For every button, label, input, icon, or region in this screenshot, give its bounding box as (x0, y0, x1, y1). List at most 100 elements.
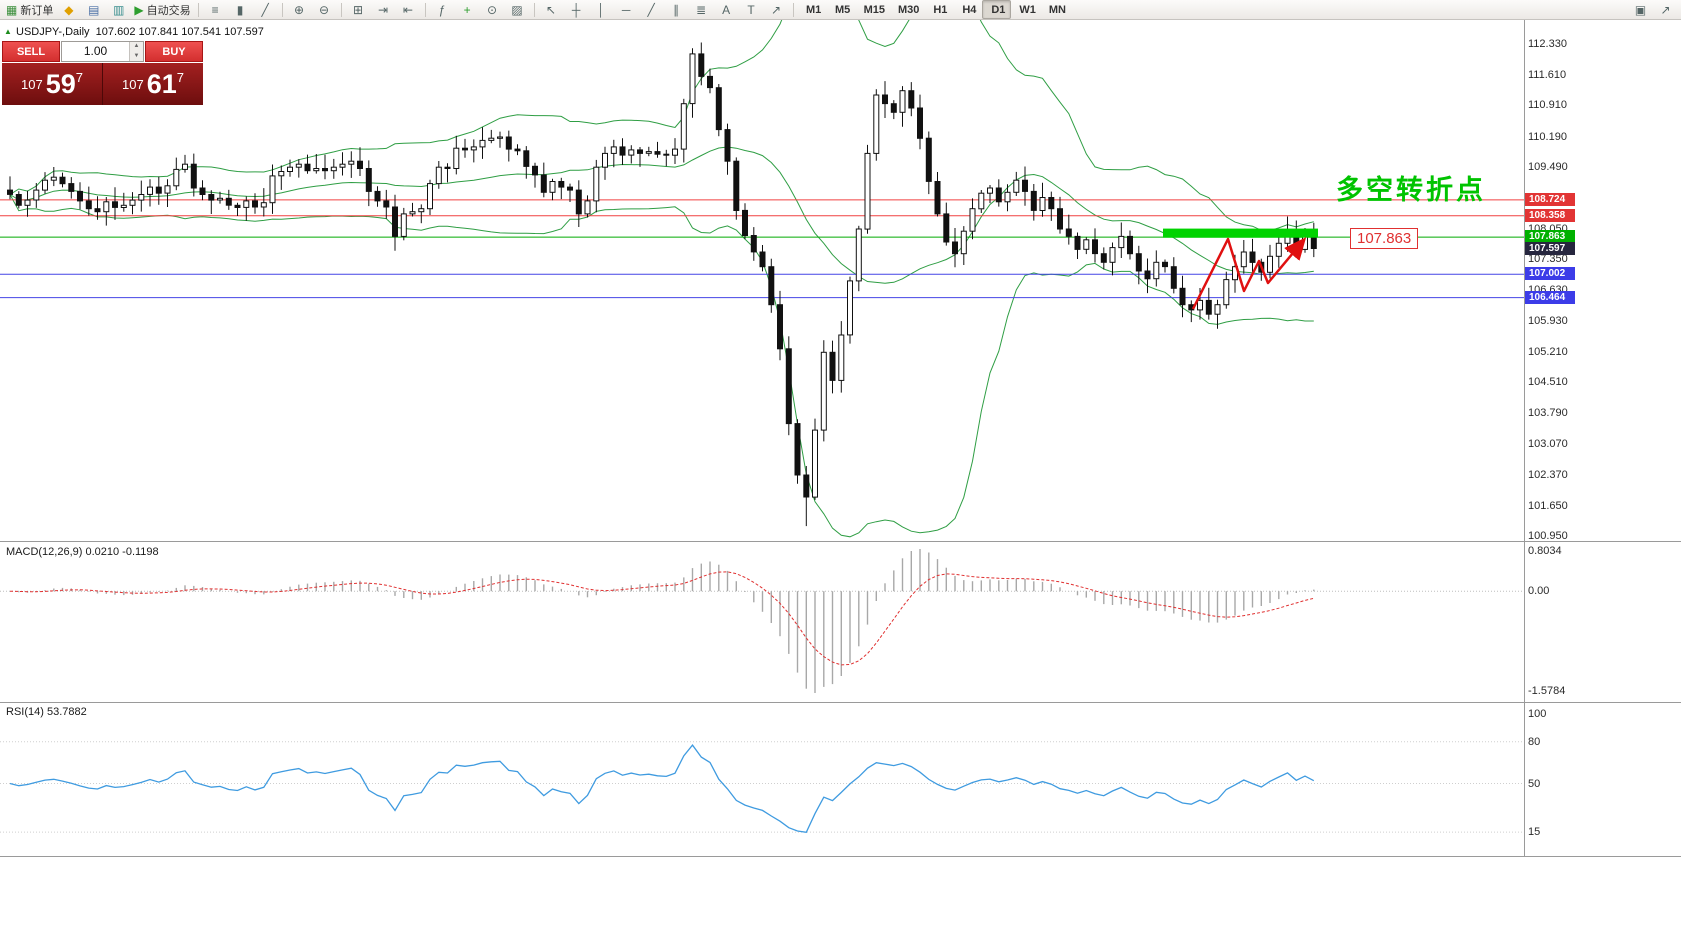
crosshair-icon: ┼ (571, 2, 581, 17)
timeframe-h4[interactable]: H4 (953, 0, 982, 19)
market-watch-icon: ▥ (113, 2, 125, 17)
volume-down-icon[interactable]: ▼ (130, 51, 143, 61)
chart-shift-icon[interactable]: ⇤ (396, 0, 421, 19)
arrows-icon: ↗ (771, 2, 782, 17)
autotrading-button: ▶ (134, 2, 144, 17)
toolbar-separator (424, 2, 426, 17)
fibonacci-icon[interactable]: ≣ (689, 0, 714, 19)
popup-chart-icon: ↗ (1660, 2, 1671, 17)
timeframe-h1[interactable]: H1 (924, 0, 953, 19)
auto-scroll-icon[interactable]: ⇥ (371, 0, 396, 19)
text-icon[interactable]: A (714, 0, 739, 19)
chart-ohlc-header: USDJPY-,Daily 107.602 107.841 107.541 10… (16, 26, 264, 38)
zoom-in-icon[interactable]: ⊕ (287, 0, 312, 19)
zoom-out-icon[interactable]: ⊖ (312, 0, 337, 19)
volume-spinner[interactable]: ▲ ▼ (129, 42, 143, 61)
toolbar-separator (340, 2, 342, 17)
toolbar: ▦ 新订单 ◆ ▤ ▥ ▶ 自动交易 ≡ ▮ ╱ ⊕ ⊖ ⊞ ⇥ ⇤ ƒ + ⊙ ▨ ↖ ┼ │ ─ ╱ ∥ ≣ A T ↗ M1 M5 M1… (0, 0, 1681, 20)
timeframe-m30-label: M30 (897, 3, 920, 16)
window-icon[interactable]: ▣ (1628, 0, 1653, 19)
trendline-icon[interactable]: ╱ (639, 0, 664, 19)
arrows-icon[interactable]: ↗ (764, 0, 789, 19)
timeframe-m15-label: M15 (863, 3, 885, 16)
annotation-text: 多空转折点 (1336, 175, 1486, 205)
print-icon: ▤ (88, 2, 100, 17)
volume-up-icon[interactable]: ▲ (130, 42, 143, 52)
text-icon: A (722, 2, 731, 17)
buy-price-prefix: 107 (122, 76, 144, 92)
buy-button[interactable]: BUY (145, 41, 203, 62)
toolbar-separator (792, 2, 794, 17)
crosshair-icon[interactable]: ┼ (564, 0, 589, 19)
text-label-icon: T (747, 2, 755, 17)
text-label-icon[interactable]: T (739, 0, 764, 19)
volume-value[interactable]: 1.00 (83, 44, 108, 58)
add-indicator-icon[interactable]: + (455, 0, 480, 19)
auto-scroll-icon: ⇥ (378, 2, 389, 17)
line-chart-icon: ╱ (261, 2, 269, 17)
tile-windows-icon[interactable]: ⊞ (346, 0, 371, 19)
buy-price[interactable]: 107 61 7 (103, 63, 203, 105)
one-click-collapse-icon[interactable]: ▲ (4, 27, 12, 36)
candlestick-chart-icon: ▮ (236, 2, 244, 17)
zoom-in-icon: ⊕ (294, 2, 305, 17)
macd-label: MACD(12,26,9) 0.0210 -0.1198 (6, 546, 159, 558)
new-order-button-label: 新订单 (20, 4, 54, 17)
indicators-icon[interactable]: ƒ (430, 0, 455, 19)
indicators-icon: ƒ (438, 2, 446, 17)
price-label-box: 107.863 (1350, 228, 1419, 249)
channel-icon[interactable]: ∥ (664, 0, 689, 19)
templates-icon: ▨ (511, 2, 523, 17)
chart-shift-icon: ⇤ (403, 2, 414, 17)
timeframe-m30[interactable]: M30 (890, 0, 924, 19)
templates-icon[interactable]: ▨ (505, 0, 530, 19)
rsi-label: RSI(14) 53.7882 (6, 706, 87, 718)
bars-chart-icon: ≡ (211, 2, 219, 17)
autotrading-button[interactable]: ▶ 自动交易 (131, 0, 193, 19)
periods-icon: ⊙ (487, 2, 498, 17)
bars-chart-icon[interactable]: ≡ (203, 0, 228, 19)
line-chart-icon[interactable]: ╱ (253, 0, 278, 19)
volume-input[interactable]: 1.00 ▲ ▼ (61, 41, 144, 62)
cursor-icon[interactable]: ↖ (539, 0, 564, 19)
timeframe-m1-label: M1 (805, 3, 822, 16)
alerts-icon: ◆ (64, 2, 74, 17)
alerts-icon[interactable]: ◆ (56, 0, 81, 19)
timeframe-w1[interactable]: W1 (1011, 0, 1041, 19)
timeframe-mn[interactable]: MN (1041, 0, 1071, 19)
new-order-button: ▦ (6, 2, 18, 17)
new-order-button[interactable]: ▦ 新订单 (3, 0, 56, 19)
periods-icon[interactable]: ⊙ (480, 0, 505, 19)
timeframe-m5[interactable]: M5 (827, 0, 856, 19)
autotrading-button-label: 自动交易 (146, 4, 191, 17)
fibonacci-icon: ≣ (696, 2, 707, 17)
popup-chart-icon[interactable]: ↗ (1653, 0, 1678, 19)
candlestick-chart-icon[interactable]: ▮ (228, 0, 253, 19)
buy-price-pip: 7 (176, 70, 184, 85)
toolbar-separator (197, 2, 199, 17)
channel-icon: ∥ (673, 2, 680, 17)
sell-price-big: 59 (45, 68, 76, 99)
tile-windows-icon: ⊞ (353, 2, 364, 17)
horizontal-line-icon: ─ (621, 2, 631, 17)
timeframe-m5-label: M5 (834, 3, 851, 16)
vertical-line-icon[interactable]: │ (589, 0, 614, 19)
timeframe-d1[interactable]: D1 (982, 0, 1012, 19)
buy-price-big: 61 (146, 68, 177, 99)
print-icon[interactable]: ▤ (81, 0, 106, 19)
horizontal-line-icon[interactable]: ─ (614, 0, 639, 19)
timeframe-m1[interactable]: M1 (798, 0, 827, 19)
timeframe-m15[interactable]: M15 (856, 0, 890, 19)
toolbar-separator (533, 2, 535, 17)
vertical-line-icon: │ (597, 2, 605, 17)
cursor-icon: ↖ (546, 2, 557, 17)
timeframe-mn-label: MN (1048, 3, 1066, 16)
sell-price[interactable]: 107 59 7 (2, 63, 103, 105)
sell-button[interactable]: SELL (2, 41, 60, 62)
timeframe-h4-label: H4 (962, 3, 977, 16)
toolbar-separator (281, 2, 283, 17)
market-watch-icon[interactable]: ▥ (106, 0, 131, 19)
timeframe-h1-label: H1 (933, 3, 948, 16)
